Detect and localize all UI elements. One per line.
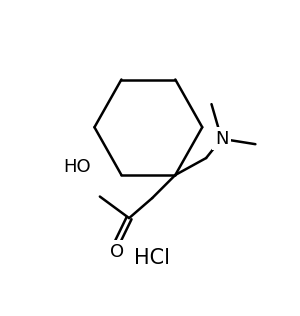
Text: O: O — [110, 243, 124, 261]
Text: HCl: HCl — [134, 248, 170, 268]
Text: N: N — [215, 130, 228, 148]
Text: HO: HO — [63, 158, 91, 176]
